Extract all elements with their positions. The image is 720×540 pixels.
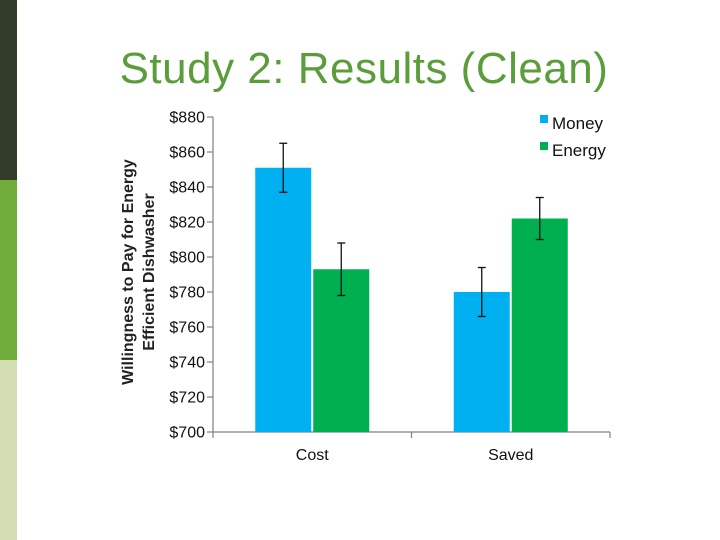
y-tick-label: $820	[169, 215, 205, 232]
decor-stripe-pale	[0, 360, 17, 540]
legend-swatch-money	[540, 115, 548, 123]
y-tick-label: $800	[169, 250, 205, 267]
bar-money-cost	[255, 167, 312, 432]
y-tick-label: $700	[169, 425, 205, 442]
y-tick-label: $720	[169, 390, 205, 407]
legend-swatch-energy	[540, 142, 548, 150]
bar-energy-cost	[313, 269, 370, 432]
y-axis-title: Efficient Dishwasher	[141, 193, 158, 350]
legend-label-energy: Energy	[552, 141, 606, 160]
y-tick-label: $760	[169, 320, 205, 337]
y-tick-label: $840	[169, 180, 205, 197]
y-tick-label: $780	[169, 285, 205, 302]
x-category-label: Saved	[488, 447, 533, 464]
legend-label-money: Money	[552, 114, 604, 133]
slide-title: Study 2: Results (Clean)	[119, 44, 609, 93]
bar-energy-saved	[511, 218, 568, 432]
y-tick-label: $880	[169, 110, 205, 127]
decor-stripe-dark	[0, 0, 17, 180]
y-axis-title: Willingness to Pay for Energy	[120, 159, 137, 385]
y-tick-label: $740	[169, 355, 205, 372]
x-category-label: Cost	[296, 447, 329, 464]
decor-stripe-green	[0, 180, 17, 360]
y-tick-label: $860	[169, 145, 205, 162]
